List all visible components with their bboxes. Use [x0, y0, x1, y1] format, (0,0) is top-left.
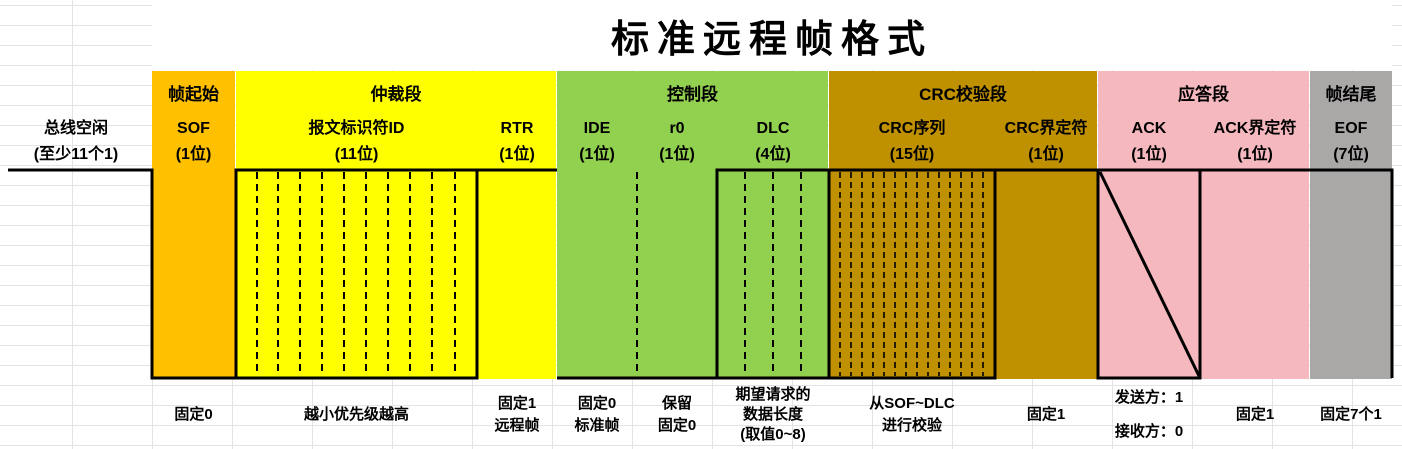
field-eof: EOF (7位): [1310, 114, 1392, 170]
field-rtr: RTR (1位): [477, 114, 557, 170]
desc-line: 远程帧: [494, 416, 540, 434]
desc-line: 固定1: [1235, 405, 1275, 423]
desc-line: 保留: [661, 394, 692, 412]
field-bits: (1位): [499, 146, 535, 163]
section-sof: 帧起始: [168, 84, 219, 104]
field-name: CRC序列: [878, 120, 946, 137]
field-name: ACK: [1131, 120, 1167, 137]
crc-bit-box: [827, 168, 997, 380]
field-ack-delimiter: ACK界定符 (1位): [1200, 114, 1310, 170]
field-name: RTR: [500, 120, 534, 137]
section-crc: CRC校验段: [919, 84, 1007, 104]
field-name: SOF: [177, 120, 210, 137]
field-idle: 总线空闲 (至少11个1): [0, 114, 152, 170]
ack-column: [1098, 71, 1309, 379]
desc-line: 进行校验: [881, 416, 942, 434]
desc-line: 标准帧: [574, 416, 620, 434]
field-ide: IDE (1位): [557, 114, 637, 170]
sof-column: [152, 71, 235, 379]
bit-dividers: [256, 172, 802, 376]
arbitration-column: [236, 71, 556, 379]
idle-high-line: [8, 168, 236, 380]
field-bits: (1位): [1237, 146, 1273, 163]
desc-rtr: 固定1 远程帧: [477, 380, 557, 449]
desc-line: 从SOF~DLC: [869, 394, 955, 412]
desc-line: (取值0~8): [740, 425, 806, 443]
field-ack: ACK (1位): [1098, 114, 1200, 170]
field-crc-delimiter: CRC界定符 (1位): [995, 114, 1097, 170]
field-name: ACK界定符: [1213, 120, 1297, 137]
field-bits: (7位): [1333, 146, 1369, 163]
field-bits: (11位): [334, 146, 379, 163]
desc-line: 固定0: [657, 416, 697, 434]
field-r0: r0 (1位): [637, 114, 717, 170]
desc-crc-sequence: 从SOF~DLC 进行校验: [829, 380, 995, 449]
desc-ide: 固定0 标准帧: [557, 380, 637, 449]
field-bits: (1位): [659, 146, 695, 163]
field-name: r0: [669, 120, 685, 137]
desc-eof: 固定7个1: [1310, 380, 1392, 449]
field-name: DLC: [756, 120, 790, 137]
desc-line: 接收方：0: [1114, 422, 1184, 440]
id-bit-box: [234, 168, 479, 380]
eof-column: [1310, 71, 1392, 379]
field-bits: (1位): [1028, 146, 1064, 163]
field-dlc: DLC (4位): [717, 114, 829, 170]
field-bits: (至少11个1): [33, 146, 119, 163]
diagram-title: 标准远程帧格式: [152, 0, 1392, 70]
field-bits: (4位): [755, 146, 791, 163]
field-bits: (1位): [1131, 146, 1167, 163]
desc-crc-delimiter: 固定1: [995, 380, 1097, 449]
field-bits: (15位): [889, 146, 935, 163]
section-eof: 帧结尾: [1325, 84, 1377, 104]
field-id: 报文标识符ID (11位): [236, 114, 477, 170]
crc-bit-dividers: [839, 172, 984, 376]
desc-line: 固定1: [497, 394, 537, 412]
section-control: 控制段: [667, 84, 718, 104]
desc-ack-delimiter: 固定1: [1200, 380, 1310, 449]
desc-line: 期望请求的: [735, 385, 811, 403]
field-bits: (1位): [579, 146, 615, 163]
desc-line: 数据长度: [742, 405, 803, 423]
ack-delimiter-eof-high-line: [1200, 168, 1394, 378]
desc-sof: 固定0: [152, 380, 235, 449]
desc-r0: 保留 固定0: [637, 380, 717, 449]
desc-line: 固定0: [174, 405, 213, 423]
control-column: [557, 71, 828, 379]
field-name: 总线空闲: [43, 120, 108, 137]
section-arbitration: 仲裁段: [370, 84, 422, 104]
desc-id: 越小优先级越高: [236, 380, 477, 449]
field-name: IDE: [583, 120, 611, 137]
field-name: 报文标识符ID: [308, 120, 405, 137]
desc-line: 固定0: [577, 394, 617, 412]
desc-line: 越小优先级越高: [303, 405, 409, 423]
ack-slot: [1096, 168, 1202, 380]
desc-line: 发送方：1: [1114, 388, 1184, 406]
desc-line: 固定7个1: [1320, 405, 1382, 423]
section-ack: 应答段: [1178, 84, 1229, 104]
field-bits: (1位): [175, 146, 212, 163]
desc-dlc: 期望请求的 数据长度 (取值0~8): [717, 380, 829, 449]
field-name: EOF: [1334, 120, 1368, 137]
field-crc-sequence: CRC序列 (15位): [829, 114, 995, 170]
field-name: CRC界定符: [1004, 120, 1088, 137]
desc-ack: 发送方：1 接收方：0: [1098, 380, 1200, 449]
desc-line: 固定1: [1026, 405, 1066, 423]
field-sof: SOF (1位): [152, 114, 235, 170]
